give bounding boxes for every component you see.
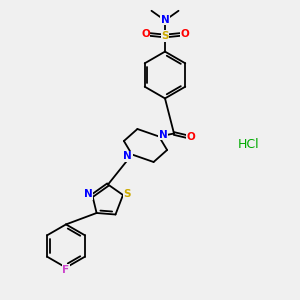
Text: N: N	[160, 15, 169, 25]
Text: N: N	[123, 151, 132, 161]
Text: O: O	[141, 29, 150, 39]
Text: F: F	[62, 265, 70, 275]
Text: N: N	[159, 130, 168, 140]
Text: S: S	[123, 189, 131, 199]
Text: S: S	[161, 31, 169, 41]
Text: O: O	[180, 29, 189, 39]
Text: O: O	[186, 131, 195, 142]
Text: HCl: HCl	[238, 137, 260, 151]
Text: N: N	[84, 189, 93, 200]
